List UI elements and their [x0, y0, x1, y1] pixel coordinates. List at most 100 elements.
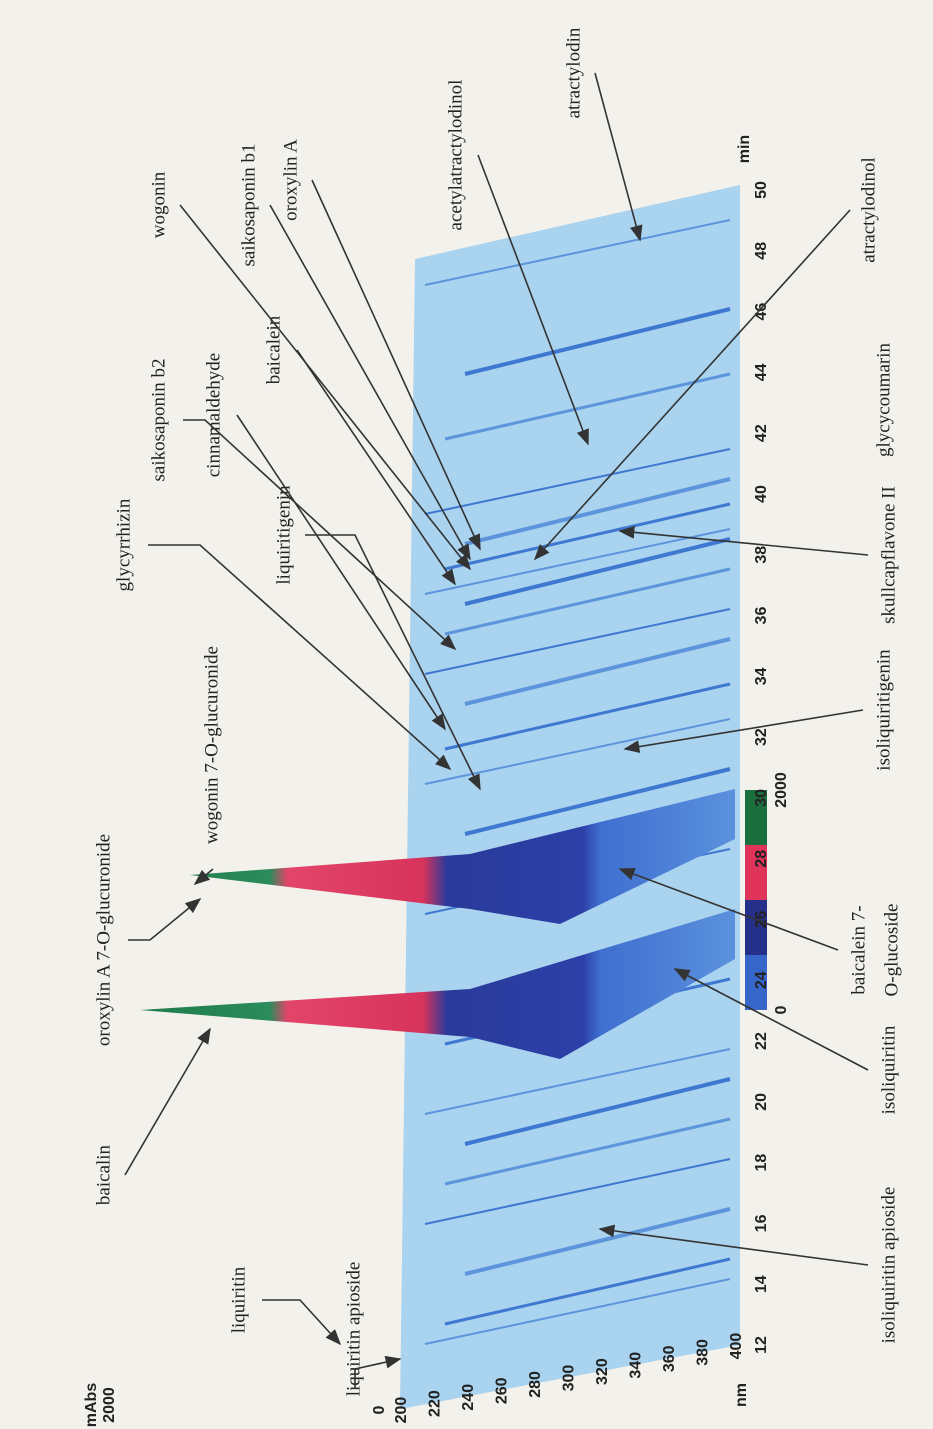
arrow [354, 1355, 402, 1389]
minor-peak [424, 718, 731, 785]
wavelength-unit: nm [733, 1383, 750, 1407]
wavelength-tick-label: 400 [728, 1333, 745, 1360]
arrow [193, 868, 214, 886]
minor-peak [444, 1257, 731, 1326]
time-tick-label: 34 [753, 667, 770, 685]
compound-label: atractylodinol [858, 157, 879, 263]
arrow [269, 204, 471, 561]
time-tick-label: 18 [753, 1154, 770, 1172]
ticks: 1214161820222426283032343638404244464850… [393, 181, 770, 1423]
arrow [311, 179, 481, 551]
time-tick-label: 48 [753, 242, 770, 260]
wavelength-tick-label: 200 [393, 1397, 410, 1424]
minor-peak [424, 1158, 731, 1225]
wavelength-tick-label: 240 [460, 1384, 477, 1411]
minor-peak [444, 567, 731, 636]
arrow [124, 1027, 211, 1176]
compound-label: cinnamaldehyde [203, 353, 224, 478]
arrow [618, 526, 869, 556]
time-tick-label: 16 [753, 1214, 770, 1232]
compound-label: isoliquiritin [878, 1025, 899, 1114]
chromatogram-plane [400, 185, 740, 1409]
arrow [477, 154, 589, 446]
compound-label: acetylatractylodinol [445, 80, 466, 231]
time-tick-label: 40 [753, 485, 770, 503]
time-tick-label: 24 [753, 971, 770, 989]
time-unit: min [736, 135, 753, 163]
minor-peak [464, 477, 731, 546]
time-tick-label: 42 [753, 424, 770, 442]
compound-label: O-glucoside [881, 904, 902, 997]
compound-label: skullcapflavone II [878, 486, 899, 624]
compound-label: baicalein 7- [848, 905, 869, 994]
arrow [618, 868, 839, 951]
time-tick-label: 46 [753, 303, 770, 321]
minor-peak [424, 448, 731, 515]
colorbar-max: 2000 [773, 772, 790, 808]
minor-peak [424, 608, 731, 675]
minor-peak [424, 1048, 731, 1115]
compound-label: wogonin 7-O-glucuronide [201, 646, 222, 844]
time-tick-label: 22 [753, 1032, 770, 1050]
colorbar-min: 0 [773, 1005, 790, 1014]
wavelength-tick-label: 360 [661, 1345, 678, 1372]
time-tick-label: 50 [753, 181, 770, 199]
minor-peak [444, 682, 731, 751]
compound-label: saikosaponin b1 [238, 144, 259, 267]
wavelength-tick-label: 220 [427, 1390, 444, 1417]
time-tick-label: 36 [753, 607, 770, 625]
minor-peak [424, 528, 731, 595]
compound-label: liquiritigenin [273, 485, 294, 585]
compound-label: isoliquiritigenin [873, 649, 894, 771]
time-tick-label: 30 [753, 789, 770, 807]
arrow [236, 414, 446, 731]
minor-peak [444, 502, 731, 571]
arrow [183, 419, 457, 651]
time-tick-label: 28 [753, 850, 770, 868]
major-peak [190, 789, 735, 924]
arrow [179, 204, 471, 571]
rotated-figure: 0 2000 mAbs 2000 0 nm min 12 14 16 18 20 22 24… [83, 27, 902, 1427]
colorbar [745, 790, 767, 1010]
arrow [296, 349, 456, 586]
compound-label: liquiritin apioside [343, 1262, 364, 1397]
minor-peak [464, 637, 731, 706]
wavelength-tick-label: 340 [628, 1352, 645, 1379]
wavelength-tick-label: 280 [527, 1371, 544, 1398]
arrow [148, 544, 452, 771]
time-tick-label: 12 [753, 1336, 770, 1354]
minor-peak [424, 1278, 731, 1345]
time-tick-label: 32 [753, 728, 770, 746]
time-tick-label: 20 [753, 1093, 770, 1111]
arrow [598, 1224, 869, 1266]
y-zero: 0 [371, 1405, 388, 1414]
time-tick-label: 44 [753, 363, 770, 381]
compound-label: baicalin [93, 1144, 114, 1205]
wavelength-tick-label: 260 [494, 1377, 511, 1404]
compound-label: baicalein [263, 315, 284, 384]
arrow [262, 1299, 342, 1346]
compound-label: oroxylin A 7-O-glucuronide [93, 834, 114, 1046]
wavelength-tick-label: 380 [695, 1339, 712, 1366]
compound-label: oroxylin A [280, 139, 301, 221]
time-tick-label: 14 [753, 1275, 770, 1293]
arrows [124, 72, 869, 1389]
arrow [533, 209, 851, 561]
minor-peak [464, 537, 731, 606]
arrow [623, 709, 864, 753]
y-unit: mAbs [83, 1383, 100, 1428]
minor-peak [464, 767, 731, 836]
compound-label: wogonin [148, 171, 169, 238]
minor-peak [444, 1117, 731, 1186]
compound-label: glycyrrhizin [113, 498, 134, 591]
compound-label: atractylodin [563, 27, 584, 118]
minor-peak [464, 1207, 731, 1276]
wavelength-tick-label: 300 [561, 1365, 578, 1392]
compound-label: saikosaponin b2 [148, 359, 169, 482]
minor-peak [464, 1077, 731, 1146]
minor-peak [464, 307, 731, 376]
minor-peak [444, 372, 731, 441]
time-tick-label: 38 [753, 546, 770, 564]
major-peak [140, 909, 735, 1059]
